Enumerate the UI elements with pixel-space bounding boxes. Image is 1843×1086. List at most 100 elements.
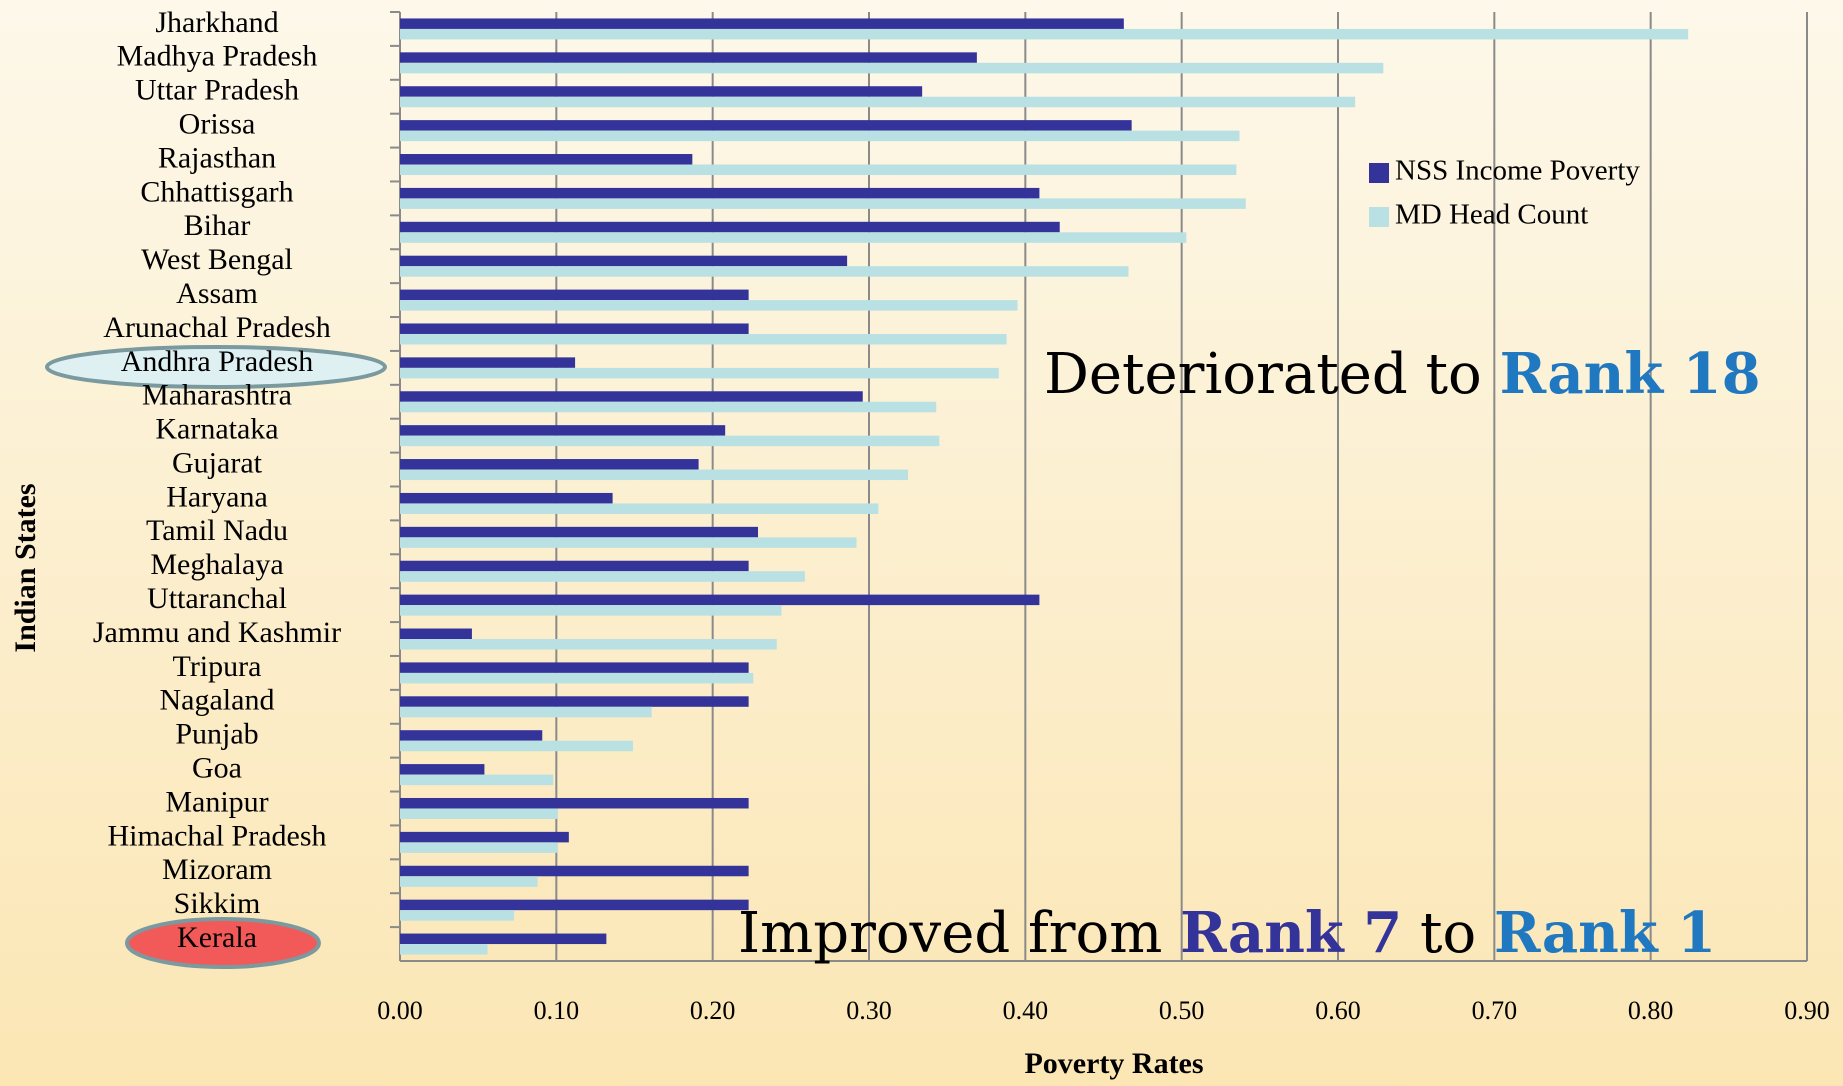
x-tick-label: 0.30 <box>846 996 892 1025</box>
bar <box>400 357 576 368</box>
highlight-andhra <box>45 345 387 389</box>
y-tick-label: Kerala <box>177 921 257 954</box>
x-tick-label: 0.10 <box>534 996 580 1025</box>
bar <box>400 391 863 402</box>
bar <box>400 255 848 267</box>
bar <box>400 696 749 707</box>
y-tick-label: Rajasthan <box>158 141 276 174</box>
bar <box>400 28 1689 40</box>
x-tick-label: 0.60 <box>1315 996 1361 1025</box>
bar <box>400 52 977 63</box>
y-tick-label: Karnataka <box>155 413 278 446</box>
bar <box>400 605 782 616</box>
y-tick-label: Gujarat <box>172 446 263 479</box>
bar <box>400 130 1240 142</box>
bar <box>400 367 999 379</box>
y-tick-label: West Bengal <box>141 243 293 276</box>
annotation: Improved from Rank 7 to Rank 1 <box>738 900 1716 966</box>
y-tick-label: Tamil Nadu <box>146 514 288 547</box>
bar <box>400 503 879 514</box>
bar <box>400 537 857 548</box>
bar <box>400 232 1187 243</box>
bar <box>400 96 1356 108</box>
bar <box>400 164 1237 176</box>
x-tick-label: 0.90 <box>1784 996 1830 1025</box>
annotation-text: Deteriorated to <box>1044 342 1482 407</box>
y-tick-label: Madhya Pradesh <box>117 40 318 73</box>
annotation-text: Rank 1 <box>1494 900 1716 966</box>
y-tick-label: Goa <box>192 751 242 784</box>
legend-swatch <box>1369 207 1389 227</box>
annotation: Deteriorated to Rank 18 <box>1044 341 1761 407</box>
y-tick-label: Manipur <box>165 785 268 818</box>
y-tick-label: Punjab <box>175 718 258 751</box>
y-tick-label: Haryana <box>166 480 268 513</box>
bar <box>400 323 749 334</box>
x-tick-label: 0.00 <box>377 996 423 1025</box>
bar <box>400 730 543 741</box>
annotation-text: Rank 7 <box>1180 900 1402 966</box>
y-tick-label: Assam <box>176 277 258 310</box>
bar <box>400 808 558 819</box>
bar <box>400 628 472 640</box>
x-tick-label: 0.80 <box>1628 996 1674 1025</box>
bar <box>400 492 613 504</box>
annotation-text: to <box>1420 901 1476 966</box>
bar <box>400 831 569 843</box>
bar <box>400 289 749 301</box>
y-tick-label: Himachal Pradesh <box>107 819 326 852</box>
bar <box>400 154 693 165</box>
x-tick-label: 0.70 <box>1472 996 1518 1025</box>
bar <box>400 797 749 809</box>
bar <box>400 333 1007 345</box>
bar <box>400 706 652 718</box>
bar <box>400 764 485 775</box>
bar <box>400 594 1040 606</box>
x-tick-label: 0.40 <box>1003 996 1049 1025</box>
bar <box>400 401 937 413</box>
bar <box>400 740 633 752</box>
bar <box>400 300 1018 311</box>
y-tick-label: Mizoram <box>162 853 272 886</box>
bar <box>400 198 1246 209</box>
x-axis-title: Poverty Rates <box>1024 1047 1203 1080</box>
bar <box>400 187 1040 199</box>
bar <box>400 266 1129 277</box>
bar <box>400 18 1124 29</box>
bar <box>400 910 515 921</box>
y-tick-label: Uttar Pradesh <box>135 74 299 107</box>
bar <box>400 842 558 853</box>
y-tick-label: Andhra Pradesh <box>121 345 313 378</box>
y-tick-label: Jharkhand <box>155 6 278 39</box>
y-tick-label: Chhattisgarh <box>140 175 293 208</box>
annotation-text: Rank 18 <box>1500 341 1761 407</box>
bar <box>400 571 805 582</box>
bar <box>400 425 726 436</box>
highlight-kerala <box>125 917 321 969</box>
bar <box>400 662 749 673</box>
bar <box>400 62 1384 74</box>
bar <box>400 639 777 650</box>
y-tick-label: Sikkim <box>174 887 261 920</box>
bar <box>400 933 607 945</box>
bar <box>400 876 538 887</box>
y-tick-label: Uttaranchal <box>147 582 287 615</box>
bar <box>400 560 749 572</box>
legend-label: MD Head Count <box>1395 199 1588 231</box>
y-axis-title: Indian States <box>9 483 42 652</box>
bar <box>400 469 909 481</box>
bar <box>400 435 940 447</box>
y-tick-label: Meghalaya <box>150 548 283 581</box>
bar <box>400 221 1060 233</box>
bar <box>400 944 488 955</box>
y-tick-label: Nagaland <box>160 684 275 717</box>
x-tick-label: 0.50 <box>1159 996 1205 1025</box>
bar <box>400 459 699 470</box>
bar <box>400 86 923 97</box>
y-tick-label: Maharashtra <box>142 379 292 412</box>
annotation-text: Improved from <box>738 901 1162 966</box>
bar <box>400 865 749 877</box>
legend-swatch <box>1369 163 1389 183</box>
y-tick-label: Tripura <box>173 650 262 683</box>
